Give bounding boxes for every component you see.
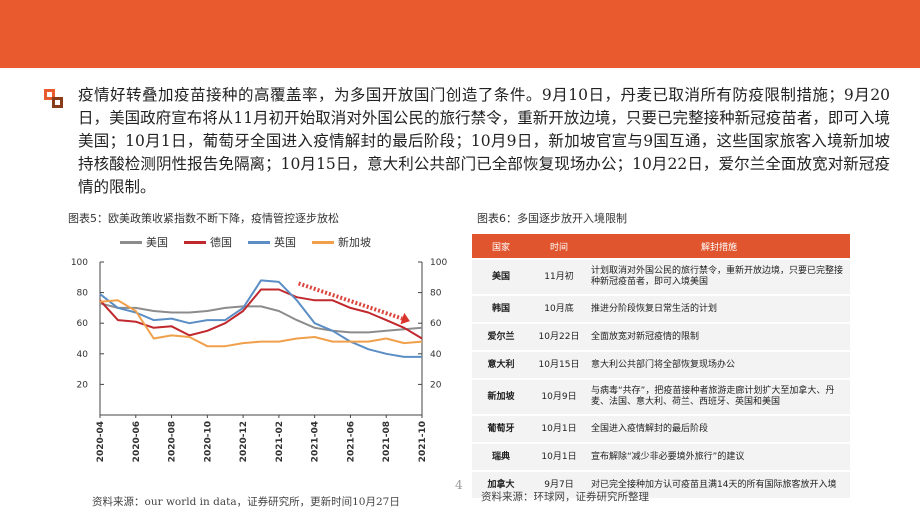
y-tick-label-right: 80	[430, 289, 442, 299]
header-country: 国家	[472, 234, 530, 258]
legend-swatch	[184, 240, 206, 244]
legend-label: 德国	[210, 236, 232, 249]
series-line-1	[99, 288, 423, 340]
y-tick-label-left: 20	[77, 380, 89, 390]
cell-date: 11月初	[530, 260, 588, 294]
legend-label: 新加坡	[338, 236, 371, 249]
series-line-0	[99, 302, 423, 334]
cell-country: 爱尔兰	[472, 324, 530, 350]
cell-country: 韩国	[472, 296, 530, 322]
x-tick-label: 2020-06	[132, 421, 142, 462]
table-row: 爱尔兰 10月22日 全面放宽对新冠疫情的限制	[472, 324, 850, 350]
x-tick-label: 2021-08	[382, 421, 392, 462]
cell-date: 10月1日	[530, 444, 588, 470]
series-line-3	[99, 299, 423, 348]
legend-label: 美国	[146, 236, 168, 249]
x-tick-label: 2021-02	[275, 421, 285, 462]
page-number: 4	[455, 478, 463, 492]
cell-measure: 全国进入疫情解封的最后阶段	[588, 416, 850, 442]
legend-item-germany: 德国	[184, 234, 232, 250]
trend-arrow-head	[400, 312, 410, 325]
table-row: 加拿大 9月7日 对已完全接种加方认可疫苗且满14天的所有国际旅客放开入境	[472, 472, 850, 498]
x-tick-label: 2020-12	[239, 421, 249, 462]
cell-date: 10月22日	[530, 324, 588, 350]
table-source: 资料来源：环球网，证券研究所整理	[481, 491, 649, 503]
legend-swatch	[248, 240, 270, 244]
header-date: 时间	[530, 234, 588, 258]
chart-legend: 美国 德国 英国 新加坡	[120, 234, 371, 250]
cell-country: 瑞典	[472, 444, 530, 470]
y-tick-label-right: 40	[430, 350, 442, 360]
table-row: 意大利 10月15日 意大利公共部门将全部恢复现场办公	[472, 352, 850, 378]
cell-measure: 计划取消对外国公民的旅行禁令，重新开放边境，只要已完整接种新冠疫苗者，即可入境美…	[588, 260, 850, 294]
line-chart: 20 40 60 80 100 20 40 60 80 100 2020-04 2020-06 2020…	[71, 258, 448, 462]
table-row: 新加坡 10月9日 与病毒“共存”，把疫苗接种者旅游走廊计划扩大至加拿大、丹麦、法国…	[472, 380, 850, 414]
cell-date: 10月底	[530, 296, 588, 322]
y-tick-label-right: 100	[430, 258, 447, 268]
cell-date: 10月9日	[530, 380, 588, 414]
x-tick-label: 2021-04	[311, 421, 321, 462]
cell-country: 美国	[472, 260, 530, 294]
y-tick-label-right: 60	[430, 319, 442, 329]
cell-country: 加拿大	[472, 472, 530, 498]
x-tick-label: 2020-10	[203, 421, 213, 462]
legend-swatch	[312, 240, 334, 244]
y-tick-label-left: 60	[77, 319, 89, 329]
cell-country: 意大利	[472, 352, 530, 378]
legend-item-singapore: 新加坡	[312, 234, 371, 250]
chart-source: 资料来源：our world in data，证券研究所，更新时间10月27日	[92, 496, 400, 508]
cell-measure: 全面放宽对新冠疫情的限制	[588, 324, 850, 350]
series-line-2	[99, 279, 422, 358]
table-row: 美国 11月初 计划取消对外国公民的旅行禁令，重新开放边境，只要已完整接种新冠疫苗者…	[472, 260, 850, 294]
cell-measure: 对已完全接种加方认可疫苗且满14天的所有国际旅客放开入境	[588, 472, 850, 498]
header-measure: 解封措施	[588, 234, 850, 258]
chart-caption: 图表5：欧美政策收紧指数不断下降，疫情管控逐步放松	[68, 212, 339, 225]
y-tick-label-right: 20	[430, 380, 442, 390]
table-row: 葡萄牙 10月1日 全国进入疫情解封的最后阶段	[472, 416, 850, 442]
y-tick-label-left: 80	[77, 289, 89, 299]
y-tick-label-left: 40	[77, 350, 89, 360]
y-tick-label-left: 100	[71, 258, 88, 268]
cell-country: 新加坡	[472, 380, 530, 414]
policy-table: 国家 时间 解封措施 美国 11月初 计划取消对外国公民的旅行禁令，重新开放边境，只…	[472, 232, 850, 500]
table-header-row: 国家 时间 解封措施	[472, 234, 850, 258]
legend-item-uk: 英国	[248, 234, 296, 250]
legend-swatch	[120, 240, 142, 244]
body-paragraph: 疫情好转叠加疫苗接种的高覆盖率，为多国开放国门创造了条件。9月10日，丹麦已取消…	[78, 86, 890, 196]
x-tick-label: 2020-08	[168, 421, 178, 462]
cell-measure: 宣布解除“减少非必要境外旅行”的建议	[588, 444, 850, 470]
table-row: 韩国 10月底 推进分阶段恢复日常生活的计划	[472, 296, 850, 322]
cell-date: 10月15日	[530, 352, 588, 378]
x-tick-label: 2021-06	[346, 421, 356, 462]
header-banner	[0, 0, 920, 68]
cell-date: 9月7日	[530, 472, 588, 498]
cell-measure: 意大利公共部门将全部恢复现场办公	[588, 352, 850, 378]
x-tick-label: 2020-04	[96, 421, 106, 462]
x-tick-label: 2021-10	[418, 421, 428, 462]
bullet-icon	[44, 89, 64, 109]
legend-label: 英国	[274, 236, 296, 249]
table-caption: 图表6：多国逐步放开入境限制	[477, 212, 627, 225]
cell-date: 10月1日	[530, 416, 588, 442]
cell-country: 葡萄牙	[472, 416, 530, 442]
cell-measure: 推进分阶段恢复日常生活的计划	[588, 296, 850, 322]
cell-measure: 与病毒“共存”，把疫苗接种者旅游走廊计划扩大至加拿大、丹麦、法国、意大利、荷兰、…	[588, 380, 850, 414]
table-row: 瑞典 10月1日 宣布解除“减少非必要境外旅行”的建议	[472, 444, 850, 470]
legend-item-us: 美国	[120, 234, 168, 250]
